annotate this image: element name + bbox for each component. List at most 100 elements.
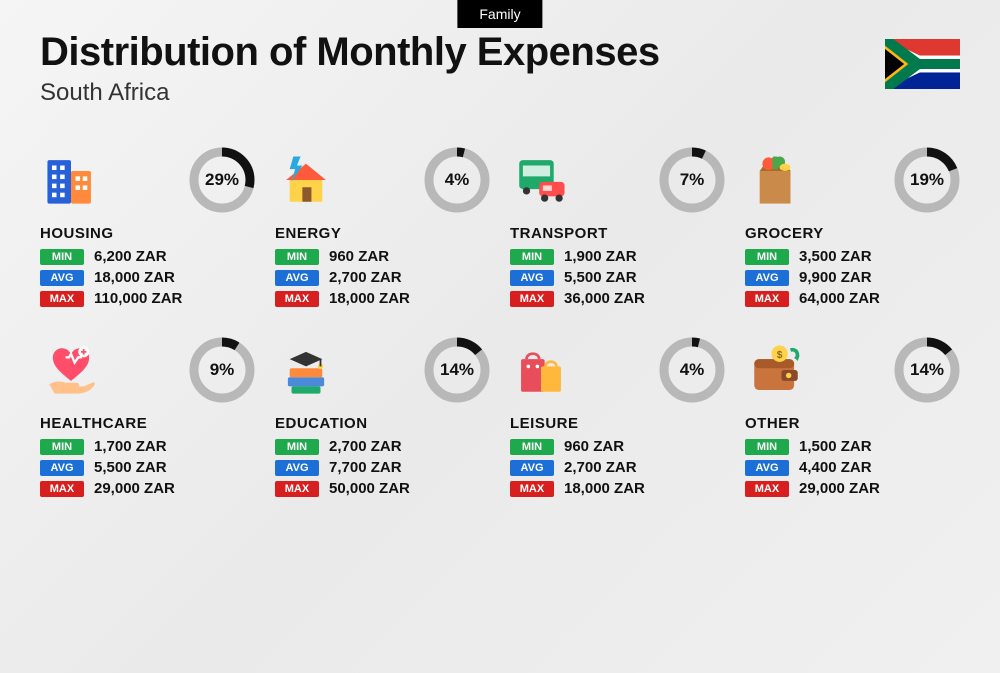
category-name: HEALTHCARE <box>40 415 255 432</box>
avg-badge: AVG <box>275 270 319 286</box>
category-card-leisure: 4% LEISURE MIN 960 ZAR AVG 2,700 ZAR MAX… <box>510 335 725 501</box>
stats-block: MIN 960 ZAR AVG 2,700 ZAR MAX 18,000 ZAR <box>275 248 490 307</box>
grad-books-icon <box>275 339 337 401</box>
avg-badge: AVG <box>275 460 319 476</box>
category-name: OTHER <box>745 415 960 432</box>
min-badge: MIN <box>275 439 319 455</box>
max-value: 36,000 ZAR <box>564 290 645 307</box>
bus-car-icon <box>510 149 572 211</box>
stats-block: MIN 6,200 ZAR AVG 18,000 ZAR MAX 110,000… <box>40 248 255 307</box>
min-badge: MIN <box>40 249 84 265</box>
buildings-icon <box>40 149 102 211</box>
page-subtitle: South Africa <box>40 79 960 107</box>
percent-label: 14% <box>424 337 490 403</box>
percent-label: 4% <box>424 147 490 213</box>
stats-block: MIN 1,500 ZAR AVG 4,400 ZAR MAX 29,000 Z… <box>745 438 960 497</box>
avg-badge: AVG <box>40 460 84 476</box>
avg-value: 2,700 ZAR <box>329 269 402 286</box>
category-name: TRANSPORT <box>510 225 725 242</box>
avg-badge: AVG <box>745 460 789 476</box>
max-badge: MAX <box>275 481 319 497</box>
stats-block: MIN 1,700 ZAR AVG 5,500 ZAR MAX 29,000 Z… <box>40 438 255 497</box>
heart-hand-icon <box>40 339 102 401</box>
svg-text:$: $ <box>777 350 783 361</box>
avg-value: 9,900 ZAR <box>799 269 872 286</box>
avg-badge: AVG <box>510 270 554 286</box>
max-badge: MAX <box>40 481 84 497</box>
min-badge: MIN <box>745 249 789 265</box>
category-name: EDUCATION <box>275 415 490 432</box>
percent-label: 19% <box>894 147 960 213</box>
max-value: 29,000 ZAR <box>799 480 880 497</box>
percent-donut: 9% <box>189 337 255 403</box>
min-value: 2,700 ZAR <box>329 438 402 455</box>
max-badge: MAX <box>510 481 554 497</box>
category-name: GROCERY <box>745 225 960 242</box>
category-name: LEISURE <box>510 415 725 432</box>
percent-donut: 14% <box>424 337 490 403</box>
percent-label: 7% <box>659 147 725 213</box>
max-value: 64,000 ZAR <box>799 290 880 307</box>
percent-donut: 4% <box>424 147 490 213</box>
stats-block: MIN 3,500 ZAR AVG 9,900 ZAR MAX 64,000 Z… <box>745 248 960 307</box>
shopping-bags-icon <box>510 339 572 401</box>
wallet-icon: $ <box>745 339 807 401</box>
max-value: 29,000 ZAR <box>94 480 175 497</box>
house-energy-icon <box>275 149 337 211</box>
category-card-grocery: 19% GROCERY MIN 3,500 ZAR AVG 9,900 ZAR … <box>745 145 960 311</box>
percent-label: 14% <box>894 337 960 403</box>
category-name: ENERGY <box>275 225 490 242</box>
percent-donut: 14% <box>894 337 960 403</box>
flag-south-africa <box>885 38 960 90</box>
max-value: 110,000 ZAR <box>94 290 182 307</box>
min-badge: MIN <box>510 249 554 265</box>
max-badge: MAX <box>745 481 789 497</box>
min-badge: MIN <box>510 439 554 455</box>
percent-label: 29% <box>189 147 255 213</box>
percent-donut: 19% <box>894 147 960 213</box>
category-card-healthcare: 9% HEALTHCARE MIN 1,700 ZAR AVG 5,500 ZA… <box>40 335 255 501</box>
categories-grid: 29% HOUSING MIN 6,200 ZAR AVG 18,000 ZAR… <box>40 145 960 501</box>
stats-block: MIN 2,700 ZAR AVG 7,700 ZAR MAX 50,000 Z… <box>275 438 490 497</box>
min-value: 1,900 ZAR <box>564 248 637 265</box>
avg-value: 5,500 ZAR <box>94 459 167 476</box>
header: Distribution of Monthly Expenses South A… <box>40 0 960 107</box>
min-badge: MIN <box>40 439 84 455</box>
max-value: 50,000 ZAR <box>329 480 410 497</box>
avg-value: 4,400 ZAR <box>799 459 872 476</box>
percent-label: 9% <box>189 337 255 403</box>
avg-value: 7,700 ZAR <box>329 459 402 476</box>
max-value: 18,000 ZAR <box>564 480 645 497</box>
min-value: 960 ZAR <box>564 438 624 455</box>
min-badge: MIN <box>745 439 789 455</box>
category-card-education: 14% EDUCATION MIN 2,700 ZAR AVG 7,700 ZA… <box>275 335 490 501</box>
min-value: 3,500 ZAR <box>799 248 872 265</box>
percent-label: 4% <box>659 337 725 403</box>
max-badge: MAX <box>275 291 319 307</box>
category-card-other: $ 14% OTHER MIN 1,500 ZAR AVG 4,400 ZAR … <box>745 335 960 501</box>
stats-block: MIN 960 ZAR AVG 2,700 ZAR MAX 18,000 ZAR <box>510 438 725 497</box>
avg-badge: AVG <box>40 270 84 286</box>
min-value: 1,700 ZAR <box>94 438 167 455</box>
avg-value: 18,000 ZAR <box>94 269 175 286</box>
max-badge: MAX <box>510 291 554 307</box>
min-value: 960 ZAR <box>329 248 389 265</box>
percent-donut: 4% <box>659 337 725 403</box>
min-value: 1,500 ZAR <box>799 438 872 455</box>
min-value: 6,200 ZAR <box>94 248 167 265</box>
min-badge: MIN <box>275 249 319 265</box>
grocery-bag-icon <box>745 149 807 211</box>
avg-value: 2,700 ZAR <box>564 459 637 476</box>
percent-donut: 29% <box>189 147 255 213</box>
category-card-energy: 4% ENERGY MIN 960 ZAR AVG 2,700 ZAR MAX … <box>275 145 490 311</box>
avg-badge: AVG <box>745 270 789 286</box>
max-badge: MAX <box>745 291 789 307</box>
avg-value: 5,500 ZAR <box>564 269 637 286</box>
percent-donut: 7% <box>659 147 725 213</box>
avg-badge: AVG <box>510 460 554 476</box>
category-name: HOUSING <box>40 225 255 242</box>
stats-block: MIN 1,900 ZAR AVG 5,500 ZAR MAX 36,000 Z… <box>510 248 725 307</box>
category-card-housing: 29% HOUSING MIN 6,200 ZAR AVG 18,000 ZAR… <box>40 145 255 311</box>
max-value: 18,000 ZAR <box>329 290 410 307</box>
page-title: Distribution of Monthly Expenses <box>40 30 960 75</box>
